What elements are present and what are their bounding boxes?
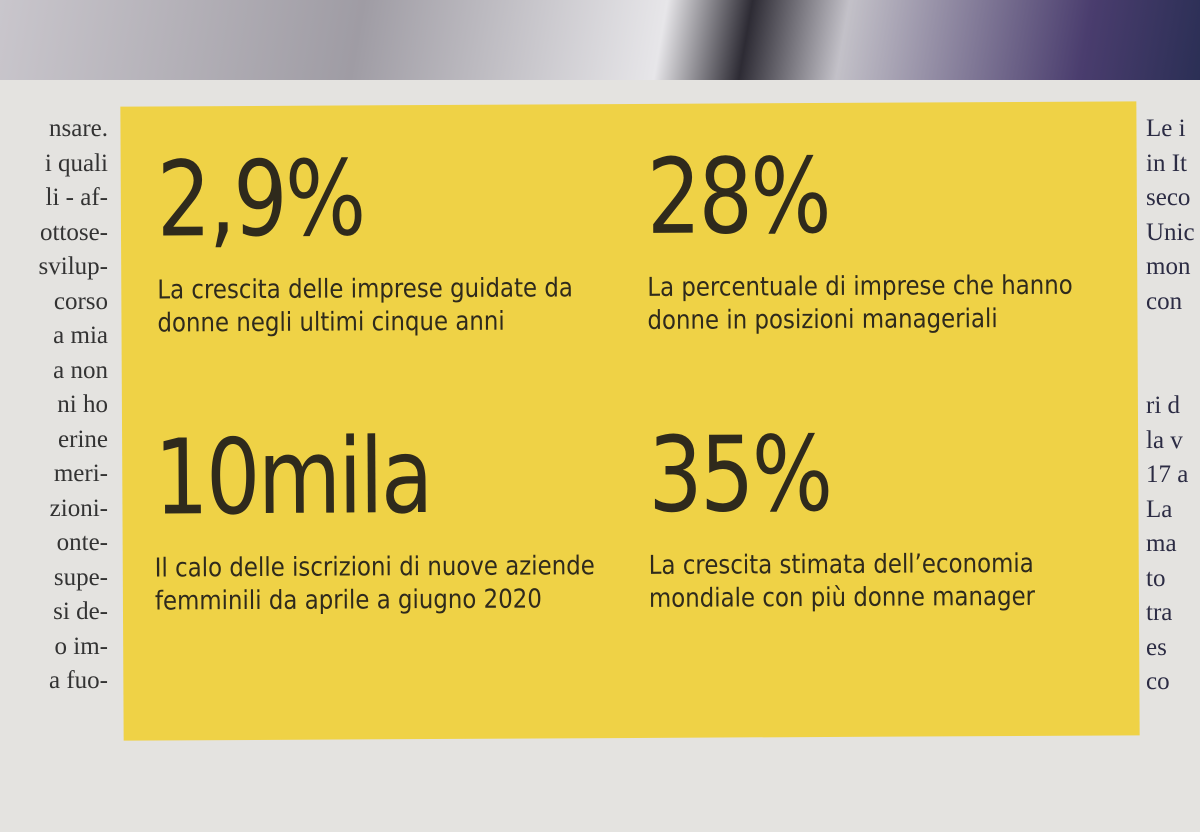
- column-line: ni ho: [57, 391, 108, 418]
- column-line: a non: [53, 356, 108, 384]
- column-line: tra: [1146, 599, 1173, 626]
- column-line: con: [1146, 287, 1183, 315]
- column-line: a mia: [53, 322, 108, 349]
- column-line: onte-: [56, 529, 108, 556]
- right-column: Le i in It seco Unic mon con ri d la v 17 a La ma t…: [1146, 112, 1200, 700]
- column-line: supe-: [53, 563, 108, 591]
- stat-figure: 35%: [647, 412, 831, 536]
- column-line: zioni-: [49, 494, 108, 522]
- column-line: to: [1146, 564, 1166, 592]
- column-line: meri-: [53, 460, 108, 487]
- column-line: mon: [1146, 253, 1191, 280]
- column-line: ri d: [1146, 392, 1181, 419]
- column-line: ottose-: [39, 218, 108, 246]
- column-line: la v: [1146, 426, 1183, 454]
- column-line: seco: [1146, 184, 1191, 211]
- column-line: co: [1146, 668, 1170, 695]
- stat: 35% La crescita stimata dell’economia mo…: [647, 412, 1119, 615]
- stat-text: La crescita delle imprese guidate da don…: [157, 273, 573, 339]
- column-line: i quali: [44, 149, 108, 177]
- column-line: Unic: [1146, 218, 1195, 246]
- column-line: svilup-: [38, 253, 108, 280]
- column-line: o im-: [54, 632, 108, 660]
- stat: 2,9% La crescita delle imprese guidate d…: [156, 137, 628, 340]
- column-line: in It: [1146, 149, 1187, 177]
- infobox: 2,9% La crescita delle imprese guidate d…: [120, 101, 1140, 741]
- stat-figure: 28%: [646, 134, 830, 258]
- column-line: erine: [58, 425, 108, 453]
- column-line: nsare.: [49, 115, 108, 142]
- stat-text: La crescita stimata dell’economia mondia…: [648, 548, 1036, 614]
- column-line: si de-: [53, 598, 108, 625]
- stat-figure: 2,9%: [156, 137, 364, 261]
- column-line: La: [1146, 495, 1173, 523]
- stat-figure: 10mila: [153, 415, 432, 539]
- stat: 10mila Il calo delle iscrizioni di nuove…: [153, 415, 625, 618]
- left-column: nsare. i quali li - af-ottose-svilup-corso…: [0, 112, 108, 699]
- column-line: es: [1146, 633, 1167, 661]
- column-line: ma: [1146, 530, 1177, 557]
- column-line: corso: [53, 287, 108, 315]
- column-line: 17 a: [1146, 461, 1189, 488]
- column-line: Le i: [1146, 115, 1186, 142]
- column-line: li - af-: [45, 184, 108, 211]
- stat-text: La percentuale di imprese che hanno donn…: [647, 270, 1073, 336]
- stat-text: Il calo delle iscrizioni di nuove aziend…: [154, 551, 595, 617]
- photo-strip: [0, 0, 1200, 80]
- column-line: a fuo-: [49, 667, 108, 694]
- stat: 28% La percentuale di imprese che hanno …: [646, 134, 1118, 337]
- column-gap: [1146, 319, 1200, 389]
